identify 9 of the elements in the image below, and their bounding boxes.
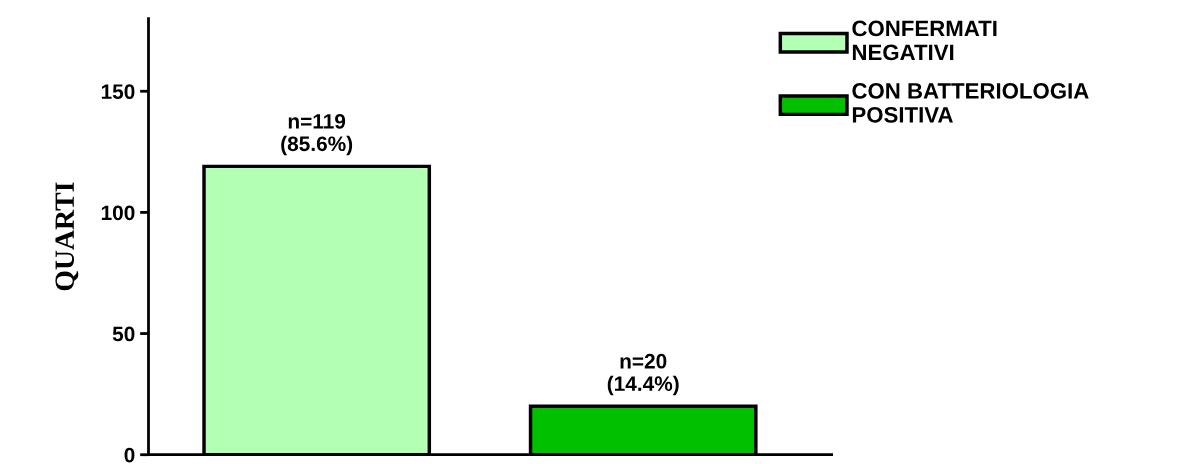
y-tick-label: 50 [112, 326, 135, 342]
y-tick-label: 150 [101, 84, 135, 100]
y-axis-title: QUARTI [55, 182, 79, 291]
y-tick-label: 0 [124, 447, 135, 463]
data-label: n=119 (85.6%) [281, 113, 353, 156]
y-tick-label: 100 [101, 205, 135, 221]
legend-label: CONFERMATI NEGATIVI [852, 20, 997, 61]
legend-label: CON BATTERIOLOGIA POSITIVA [852, 83, 1089, 123]
data-label: n=20 (14.4%) [607, 353, 679, 396]
